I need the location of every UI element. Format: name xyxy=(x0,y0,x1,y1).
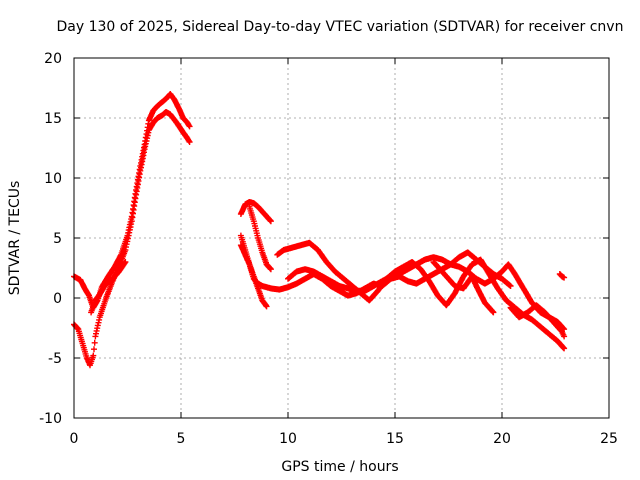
point-markers xyxy=(237,242,270,310)
x-tick-label: 15 xyxy=(386,431,404,447)
x-tick-label: 5 xyxy=(177,431,186,447)
series-track-8 xyxy=(274,239,568,352)
y-tick-label: 0 xyxy=(53,291,62,307)
y-tick-label: 15 xyxy=(44,111,62,127)
x-tick-label: 0 xyxy=(70,431,79,447)
point-markers xyxy=(237,199,274,225)
data-points xyxy=(71,91,568,369)
y-axis-label: SDTVAR / TECUs xyxy=(7,181,23,296)
series-track-7 xyxy=(246,203,274,273)
series-track-3 xyxy=(88,259,129,316)
x-tick-label: 25 xyxy=(600,431,618,447)
series-track-10 xyxy=(430,259,497,316)
chart-title: Day 130 of 2025, Sidereal Day-to-day VTE… xyxy=(57,19,624,35)
point-markers xyxy=(274,239,568,352)
point-markers xyxy=(556,271,568,281)
point-markers xyxy=(88,259,129,316)
point-markers xyxy=(71,109,193,369)
y-tick-label: 10 xyxy=(44,171,62,187)
series-track-12 xyxy=(556,271,568,281)
series-track-11 xyxy=(507,302,568,340)
point-markers xyxy=(246,203,274,273)
series-track-4 xyxy=(237,199,274,225)
point-markers xyxy=(71,91,193,311)
x-tick-label: 20 xyxy=(493,431,511,447)
y-tick-label: -10 xyxy=(39,411,62,427)
axis-ticks: 0 5 10 15 20 25 -10 -5 0 5 10 15 20 xyxy=(39,51,618,447)
y-tick-label: 20 xyxy=(44,51,62,67)
grid-lines xyxy=(74,58,609,418)
x-tick-label: 10 xyxy=(279,431,297,447)
point-markers xyxy=(430,259,497,316)
point-markers xyxy=(507,302,568,340)
series-track-6 xyxy=(237,242,270,310)
y-tick-label: 5 xyxy=(53,231,62,247)
x-axis-label: GPS time / hours xyxy=(281,459,398,475)
y-tick-label: -5 xyxy=(48,351,62,367)
series-track-2 xyxy=(71,109,193,369)
series-track-1 xyxy=(71,91,193,311)
